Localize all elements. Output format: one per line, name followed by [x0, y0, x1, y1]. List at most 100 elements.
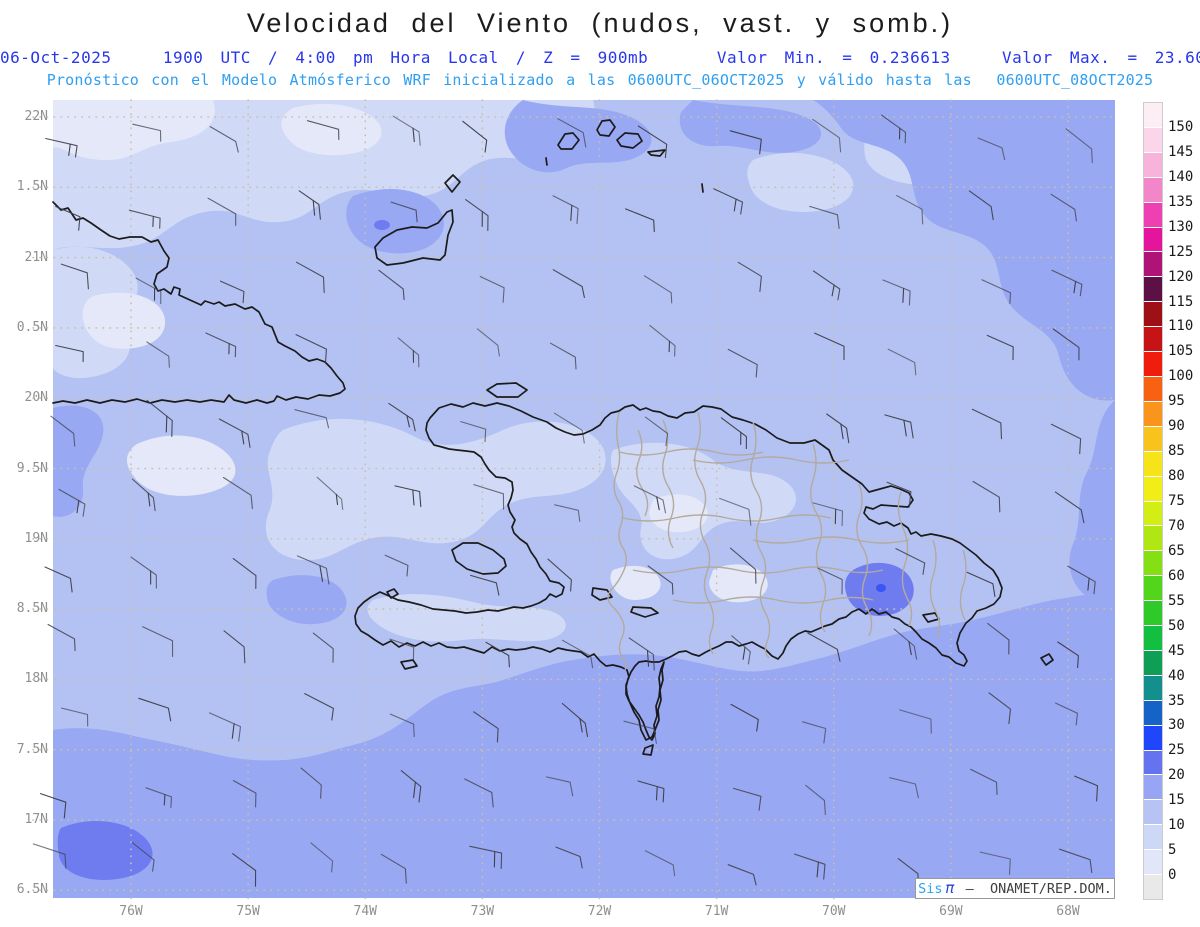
wind-barb-icon	[394, 485, 422, 508]
wind-barb-tick-icon	[646, 649, 650, 667]
wind-barb-icon	[219, 280, 245, 304]
wind-barb-icon	[142, 626, 174, 658]
wind-barb-tick-icon	[840, 423, 844, 440]
colorbar-tick-label: 100	[1168, 368, 1194, 385]
lake-enriquillo	[630, 606, 659, 618]
lon-tick-label: 75W	[236, 904, 260, 919]
wind-barb-icon	[380, 853, 407, 884]
wind-barb-icon	[817, 567, 843, 595]
wind-barb-tick-icon	[231, 723, 235, 739]
wind-barb-tick-icon	[412, 489, 415, 506]
wind-barb-icon	[1057, 641, 1079, 669]
wind-barb-icon	[378, 269, 405, 301]
wind-barb-icon	[223, 630, 246, 664]
wind-barb-tick-icon	[412, 127, 415, 143]
colorbar-cell	[1144, 675, 1162, 700]
colorbar-cell	[1144, 476, 1162, 501]
wind-barb-icon	[647, 565, 674, 595]
wind-barb-icon	[814, 332, 845, 361]
lat-tick-label: 18N	[24, 671, 48, 687]
wind-barbs	[32, 114, 1099, 887]
colorbar-tick-label: 120	[1168, 268, 1194, 285]
wind-barb-icon	[625, 208, 655, 233]
graticule	[32, 99, 1116, 907]
wind-barb-icon	[1050, 193, 1077, 222]
wind-barb-icon	[300, 767, 322, 799]
wind-barb-icon	[552, 269, 585, 299]
wind-barb-icon	[971, 408, 1003, 440]
wind-barb-icon	[146, 399, 173, 437]
lat-tick-label: 17N	[24, 812, 48, 827]
wind-barb-icon	[130, 556, 157, 589]
wind-barb-icon	[633, 485, 667, 514]
wind-barb-icon	[561, 702, 589, 738]
lat-tick-label: 6.5N	[16, 882, 48, 898]
wind-barb-icon	[131, 841, 155, 872]
colorbar-tick-label: 25	[1168, 742, 1185, 759]
colorbar-cell	[1144, 127, 1162, 152]
wind-barb-icon	[304, 693, 334, 721]
wind-barb-icon	[729, 130, 762, 155]
wind-barb-tick-icon	[579, 718, 583, 733]
lat-tick-label: 8.5N	[16, 601, 48, 617]
wind-barb-icon	[731, 635, 751, 665]
wind-barb-icon	[44, 566, 73, 593]
coastlines	[52, 119, 1054, 756]
wind-barb-icon	[306, 120, 340, 141]
wind-barb-icon	[882, 279, 911, 306]
lat-tick-label: 21N	[24, 249, 48, 265]
colorbar-cell	[1144, 825, 1162, 850]
lon-tick-label: 76W	[119, 904, 143, 919]
colorbar	[1143, 102, 1163, 900]
wind-barb-icon	[895, 548, 926, 575]
wind-barb-icon	[218, 418, 251, 448]
colorbar-tick-label: 10	[1168, 817, 1185, 834]
wind-barb-icon	[232, 780, 257, 808]
turks-caicos-islands	[545, 119, 704, 193]
colorbar-cell	[1144, 576, 1162, 601]
colorbar-tick-label: 45	[1168, 642, 1185, 659]
colorbar-cell	[1144, 227, 1162, 252]
wind-barb-icon	[977, 137, 1006, 161]
wind-barb-icon	[979, 851, 1011, 875]
colorbar-tick-label: 20	[1168, 767, 1185, 784]
lat-tick-label: 1.5N	[16, 179, 48, 195]
wind-barb-icon	[389, 713, 415, 738]
colorbar-tick-label: 105	[1168, 343, 1194, 360]
lat-tick-label: 19N	[24, 530, 48, 546]
wind-barb-icon	[727, 348, 758, 378]
wind-barb-icon	[545, 776, 574, 797]
wind-barb-icon	[987, 622, 1010, 655]
colorbar-cell	[1144, 775, 1162, 800]
wind-barb-icon	[131, 478, 156, 512]
colorbar-cell	[1144, 875, 1162, 899]
colorbar-tick-label: 55	[1168, 592, 1185, 609]
colorbar-tick-label: 80	[1168, 468, 1185, 485]
wind-barb-icon	[553, 412, 585, 444]
wind-barb-icon	[826, 413, 850, 444]
wind-barb-icon	[209, 126, 239, 153]
little-inagua-island	[444, 174, 461, 193]
wind-barb-icon	[889, 777, 919, 799]
wind-barb-icon	[47, 623, 76, 652]
wind-barb-icon	[986, 334, 1014, 361]
wind-barb-icon	[732, 787, 762, 811]
wind-barb-icon	[460, 421, 487, 443]
wind-barb-icon	[628, 637, 655, 671]
wind-barb-icon	[207, 197, 237, 226]
wind-barb-tick-icon	[413, 781, 416, 799]
wind-barb-icon	[805, 784, 826, 816]
wind-barb-icon	[473, 711, 499, 743]
wind-barb-icon	[55, 205, 81, 231]
wind-barb-icon	[298, 190, 321, 220]
wind-barb-icon	[1051, 269, 1083, 297]
wind-barb-tick-icon	[742, 646, 746, 660]
lon-tick-label: 74W	[353, 904, 377, 919]
tortuga-island	[486, 382, 528, 398]
colorbar-tick-label: 50	[1168, 617, 1185, 634]
wind-barb-icon	[644, 850, 676, 877]
colorbar-cell	[1144, 725, 1162, 750]
wind-barb-icon	[132, 123, 162, 142]
wind-barb-icon	[479, 275, 505, 303]
